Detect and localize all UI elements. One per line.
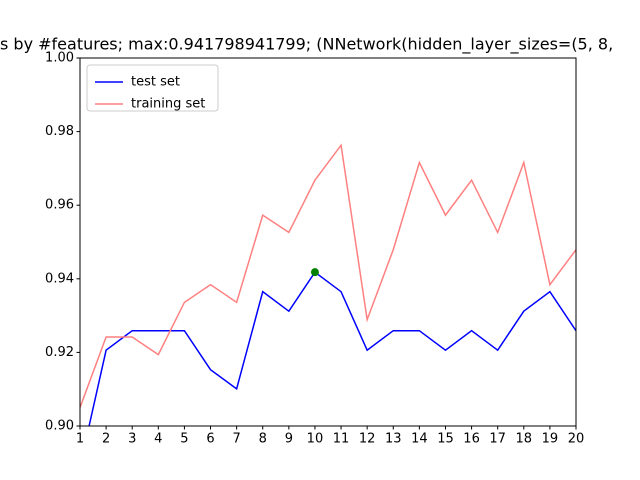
- chart-title: s by #features; max:0.941798941799; (NNe…: [0, 35, 613, 55]
- x-tick-label: 16: [463, 432, 480, 447]
- y-tick-label: 0.94: [45, 271, 74, 286]
- x-tick-label: 20: [568, 432, 585, 447]
- y-tick-label: 1.00: [45, 51, 74, 66]
- x-tick-label: 5: [180, 432, 188, 447]
- series-line: [80, 143, 576, 408]
- x-tick-label: 15: [437, 432, 454, 447]
- x-tick-label: 10: [307, 432, 324, 447]
- max-marker: [310, 268, 319, 277]
- series-line: [88, 271, 576, 426]
- y-tick-label: 0.90: [45, 419, 74, 434]
- x-tick-label: 8: [259, 432, 267, 447]
- x-tick-label: 7: [232, 432, 240, 447]
- x-tick-label: 3: [128, 432, 136, 447]
- legend-box: [86, 64, 219, 112]
- x-tick-label: 12: [359, 432, 376, 447]
- y-tick-label: 0.96: [45, 198, 74, 213]
- y-tick-label: 0.92: [45, 345, 74, 360]
- x-tick-label: 1: [76, 432, 84, 447]
- x-tick-label: 4: [154, 432, 162, 447]
- plot-area: [80, 143, 576, 426]
- x-tick-label: 9: [285, 432, 293, 447]
- x-tick-label: 6: [206, 432, 214, 447]
- x-tick-label: 19: [542, 432, 559, 447]
- x-tick-label: 18: [516, 432, 533, 447]
- axes-frame: [79, 57, 577, 427]
- x-tick-label: 14: [411, 432, 428, 447]
- legend-label: training set: [131, 97, 205, 112]
- x-tick-label: 2: [102, 432, 110, 447]
- y-tick-label: 0.98: [45, 124, 74, 139]
- x-tick-label: 17: [489, 432, 506, 447]
- x-tick-label: 11: [333, 432, 350, 447]
- x-tick-label: 13: [385, 432, 402, 447]
- legend-label: test set: [131, 75, 180, 90]
